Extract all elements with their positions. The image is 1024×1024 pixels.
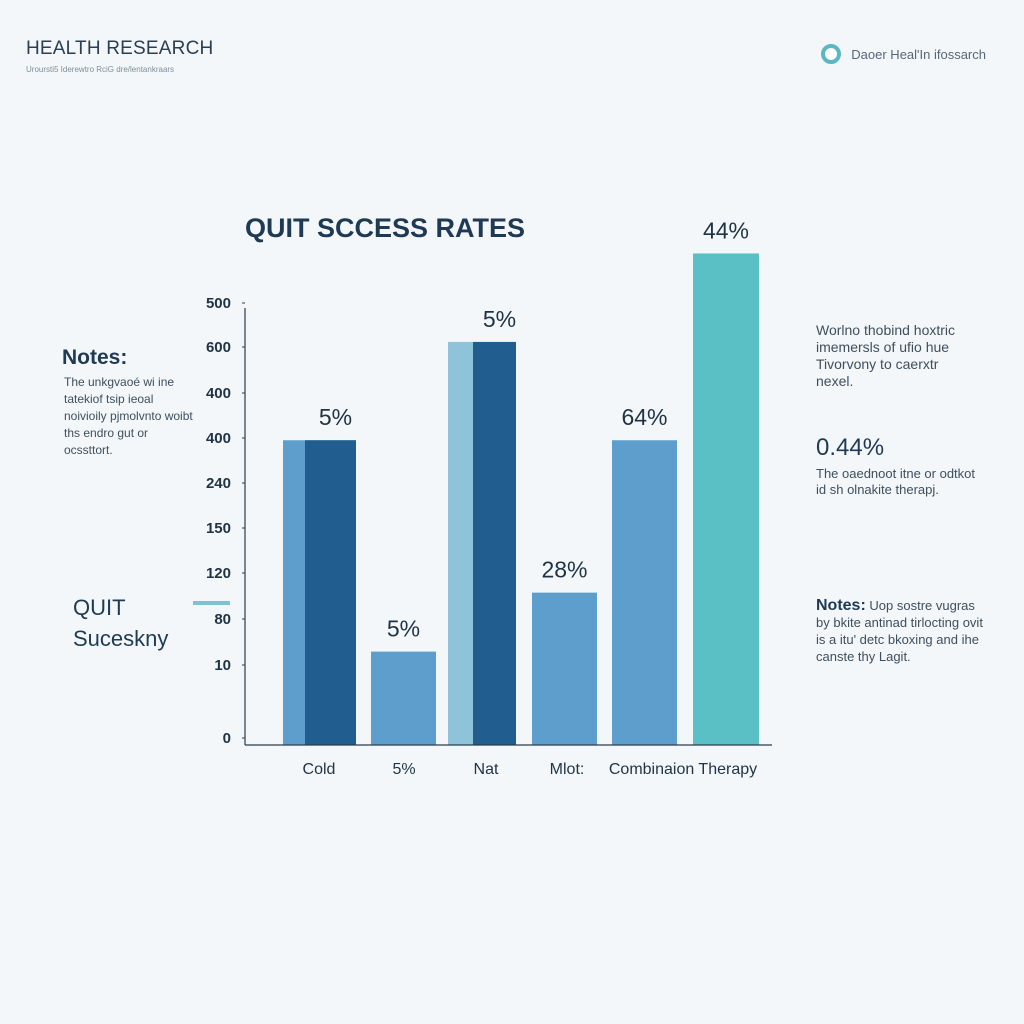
annotation-1: Worlno thobind hoxtric imemersls of ufio… — [816, 322, 956, 389]
brand-subtitle: Uroursti5 Iderewtro RciG dre/lentankraar… — [26, 65, 175, 74]
bar-value-label: 5% — [387, 616, 420, 642]
chart-title: QUIT SCCESS RATES — [245, 213, 525, 243]
x-tick-label: Mlot: — [550, 761, 585, 778]
bar-overlay — [305, 440, 356, 745]
side-label-line2: Suceskny — [73, 626, 169, 651]
org-name: Daoer Heal'In ifossarch — [851, 46, 986, 62]
annotation-2-body: The oaednoot itne or odtkot id sh olnaki… — [816, 466, 976, 497]
y-tick-label: 10 — [214, 657, 231, 674]
labels-layer: 0 10 80 120 150 240 400 400 600 500 Cold 5% Nat Mlot:… — [206, 217, 757, 778]
notes-title: Notes: — [62, 346, 128, 369]
annotation-3-title: Notes: — [816, 597, 866, 614]
y-tick-label: 600 — [206, 339, 231, 356]
y-tick-label: 120 — [206, 565, 231, 582]
notes-body: The unkgvaoé wi ine tatekiof tsip ieoal … — [64, 375, 193, 457]
y-tick-label: 80 — [214, 611, 231, 628]
y-tick-label: 0 — [223, 730, 231, 747]
y-tick-label: 500 — [206, 295, 231, 312]
y-tick-label: 400 — [206, 430, 231, 447]
x-tick-label: Cold — [303, 761, 336, 778]
y-tick-label: 240 — [206, 475, 231, 492]
side-accent-line — [193, 601, 230, 605]
bar-value-label: 28% — [541, 557, 587, 583]
side-label-line1: QUIT — [73, 595, 126, 620]
org-brand: Daoer Heal'In ifossarch — [821, 44, 986, 64]
bar-value-label: 5% — [319, 404, 352, 430]
annotation-2-value: 0.44% — [816, 434, 885, 461]
y-tick-label: 150 — [206, 520, 231, 537]
x-tick-label: Nat — [474, 761, 499, 778]
bar — [371, 651, 436, 745]
axis-layer — [242, 302, 772, 746]
bar-value-label: 5% — [483, 306, 516, 332]
annotation-3-body: Uop sostre vugras by bkite antinad tirlo… — [816, 598, 983, 664]
ring-logo-icon — [821, 44, 842, 64]
x-tick-label: Combinaion Therapy — [609, 761, 757, 778]
x-tick-label: 5% — [392, 761, 415, 778]
bar — [532, 592, 597, 745]
bar-value-label: 44% — [703, 217, 749, 243]
bar — [612, 440, 677, 745]
annotation-3: Notes: Uop sostre vugras by bkite antina… — [816, 597, 986, 665]
bar-value-label: 64% — [621, 404, 667, 430]
bar — [693, 253, 759, 745]
y-tick-label: 400 — [206, 385, 231, 402]
bar-overlay — [473, 341, 516, 745]
side-label: QUIT Suceskny — [73, 592, 203, 654]
bars-layer — [283, 253, 759, 745]
brand-title: HEALTH RESEARCH — [26, 38, 214, 59]
